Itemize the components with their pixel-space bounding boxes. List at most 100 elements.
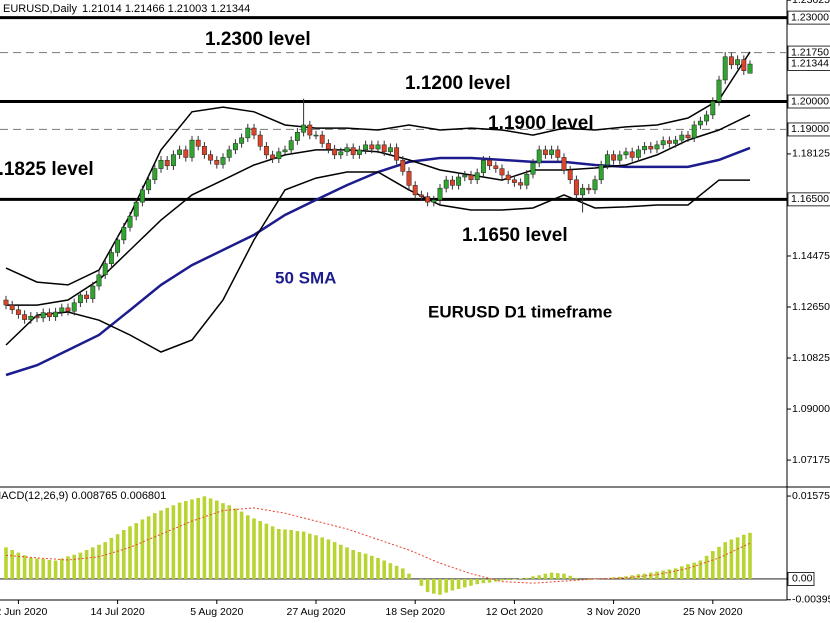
macd-bar [103, 542, 107, 579]
macd-bar [91, 547, 95, 579]
candle-body [59, 307, 65, 313]
candle-body [22, 314, 28, 320]
macd-bar [370, 555, 374, 579]
macd-bar [661, 570, 665, 579]
macd-bar [320, 537, 324, 579]
candle-body [431, 199, 437, 203]
macd-bar [394, 565, 399, 579]
macd-bar [239, 511, 244, 579]
candle-body [350, 147, 356, 155]
x-tick-label: 12 Oct 2020 [486, 606, 543, 618]
level-label-box [787, 10, 830, 25]
candle-body [524, 173, 530, 186]
macd-bar [301, 531, 306, 579]
candle-body [356, 149, 362, 155]
candle-body [15, 309, 21, 315]
macd-bar [537, 575, 541, 579]
candle-body [418, 194, 424, 197]
y-tick-label: 0.01575 [792, 490, 830, 502]
macd-bar [165, 507, 169, 579]
candle-body [456, 176, 462, 186]
x-tick-label: 3 Nov 2020 [587, 606, 641, 618]
candle-body [480, 159, 486, 174]
candle-body [406, 171, 412, 186]
candle-body [462, 174, 468, 178]
macd-bar [419, 578, 424, 586]
macd-bar [115, 534, 120, 579]
candle-body [90, 285, 96, 299]
macd-bar [295, 531, 300, 579]
candle-body [412, 185, 418, 196]
macd-bar [332, 542, 337, 579]
candle-body [245, 127, 251, 139]
macd-bar [146, 516, 151, 579]
candle-body [108, 252, 114, 264]
candle-body [536, 149, 542, 164]
macd-bar [748, 532, 752, 579]
candle-body [437, 187, 443, 201]
zero-label-box [787, 572, 815, 586]
annotation: 1.1200 level [405, 73, 511, 94]
macd-bar [270, 526, 275, 579]
macd-bar [388, 563, 393, 579]
macd-bar [463, 578, 467, 588]
macd-bar [252, 518, 256, 579]
macd-bar [574, 577, 579, 579]
macd-bar [382, 560, 386, 579]
candle-body [183, 149, 189, 158]
macd-bar [735, 537, 740, 579]
level-label-box [787, 192, 830, 207]
candle-body [679, 134, 685, 141]
candle-body [307, 124, 313, 136]
macd-bar [196, 497, 200, 579]
macd-bar [729, 539, 734, 579]
candle-body [487, 159, 493, 167]
candle-body [208, 154, 214, 161]
macd-bar [432, 578, 436, 594]
candle-body [425, 196, 431, 203]
macd-bar [618, 576, 622, 579]
bollinger-line [5, 171, 750, 353]
annotation: 1.1825 level [0, 159, 94, 180]
macd-bar [109, 537, 114, 579]
level-label-box [787, 122, 830, 137]
candle-body [282, 149, 288, 153]
y-tick-label: 1.14475 [792, 250, 830, 262]
level-label: 1.20000 [791, 95, 829, 107]
macd-bar [208, 498, 213, 579]
macd-bar [481, 578, 486, 584]
macd-bar [487, 578, 492, 583]
candle-body [226, 149, 232, 158]
macd-bar [723, 542, 727, 579]
candle-body [617, 154, 623, 161]
candle-body [691, 124, 697, 139]
macd-bar [704, 555, 709, 579]
macd-bar [444, 578, 448, 593]
candle-body [468, 174, 474, 181]
x-tick-label: 22 Jun 2020 [0, 606, 47, 618]
macd-bar [4, 547, 8, 579]
candle-body [276, 151, 282, 160]
macd-bar [512, 578, 517, 580]
macd-bar [289, 530, 293, 579]
annotation: EURUSD D1 timeframe [428, 302, 612, 321]
macd-bar [692, 562, 696, 579]
candle-body [158, 159, 164, 169]
candle-body [133, 201, 139, 217]
signal-line [5, 507, 751, 584]
candle-body [319, 134, 325, 144]
candle-body [592, 179, 598, 191]
macd-bar [363, 553, 368, 579]
macd-bar [153, 513, 157, 579]
annotation: 1.1900 level [488, 113, 594, 134]
macd-bar [215, 500, 219, 579]
macd-bar [667, 569, 672, 579]
candle-body [139, 189, 145, 203]
candle-body [294, 132, 300, 141]
candle-body [443, 179, 449, 189]
macd-bar [53, 560, 58, 579]
candle-body [499, 168, 505, 176]
macd-bar [500, 578, 504, 581]
macd-bar [742, 534, 746, 579]
macd-bar [686, 564, 690, 579]
